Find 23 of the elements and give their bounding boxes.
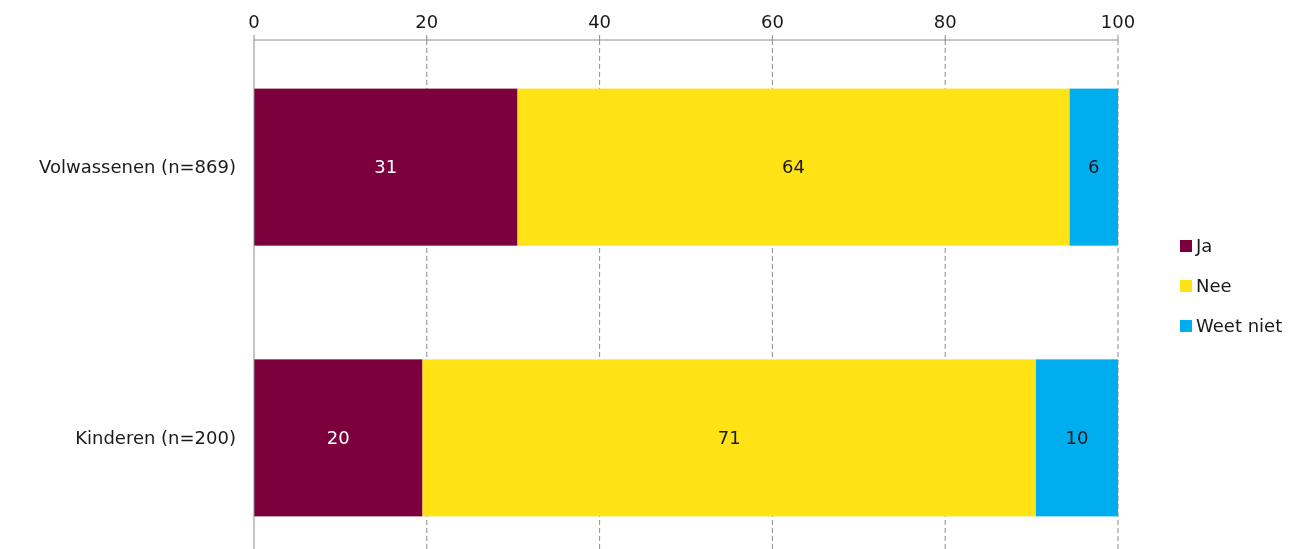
- x-tick-label: 0: [248, 11, 260, 32]
- bar: [422, 359, 1036, 517]
- legend-label: Ja: [1195, 235, 1213, 257]
- data-label: 10: [1065, 427, 1089, 449]
- y-tick-label: Kinderen (n=200): [75, 427, 236, 449]
- bar: [254, 88, 518, 246]
- x-tick-label: 60: [760, 11, 784, 32]
- data-label: 31: [374, 156, 398, 178]
- data-label: 64: [782, 156, 806, 178]
- bar: [254, 359, 423, 517]
- x-tick-label: 40: [588, 11, 612, 32]
- data-label: 20: [326, 427, 350, 449]
- data-label: 6: [1088, 156, 1100, 178]
- y-tick-label: Volwassenen (n=869): [38, 156, 236, 178]
- data-label: 71: [717, 427, 741, 449]
- x-tick-label: 20: [415, 11, 439, 32]
- bar: [1069, 88, 1118, 246]
- bar: [1035, 359, 1118, 517]
- legend-label: Weet niet: [1196, 315, 1283, 337]
- x-tick-label: 80: [933, 11, 957, 32]
- bar: [517, 88, 1070, 246]
- legend-label: Nee: [1196, 275, 1232, 297]
- x-tick-label: 100: [1100, 11, 1136, 32]
